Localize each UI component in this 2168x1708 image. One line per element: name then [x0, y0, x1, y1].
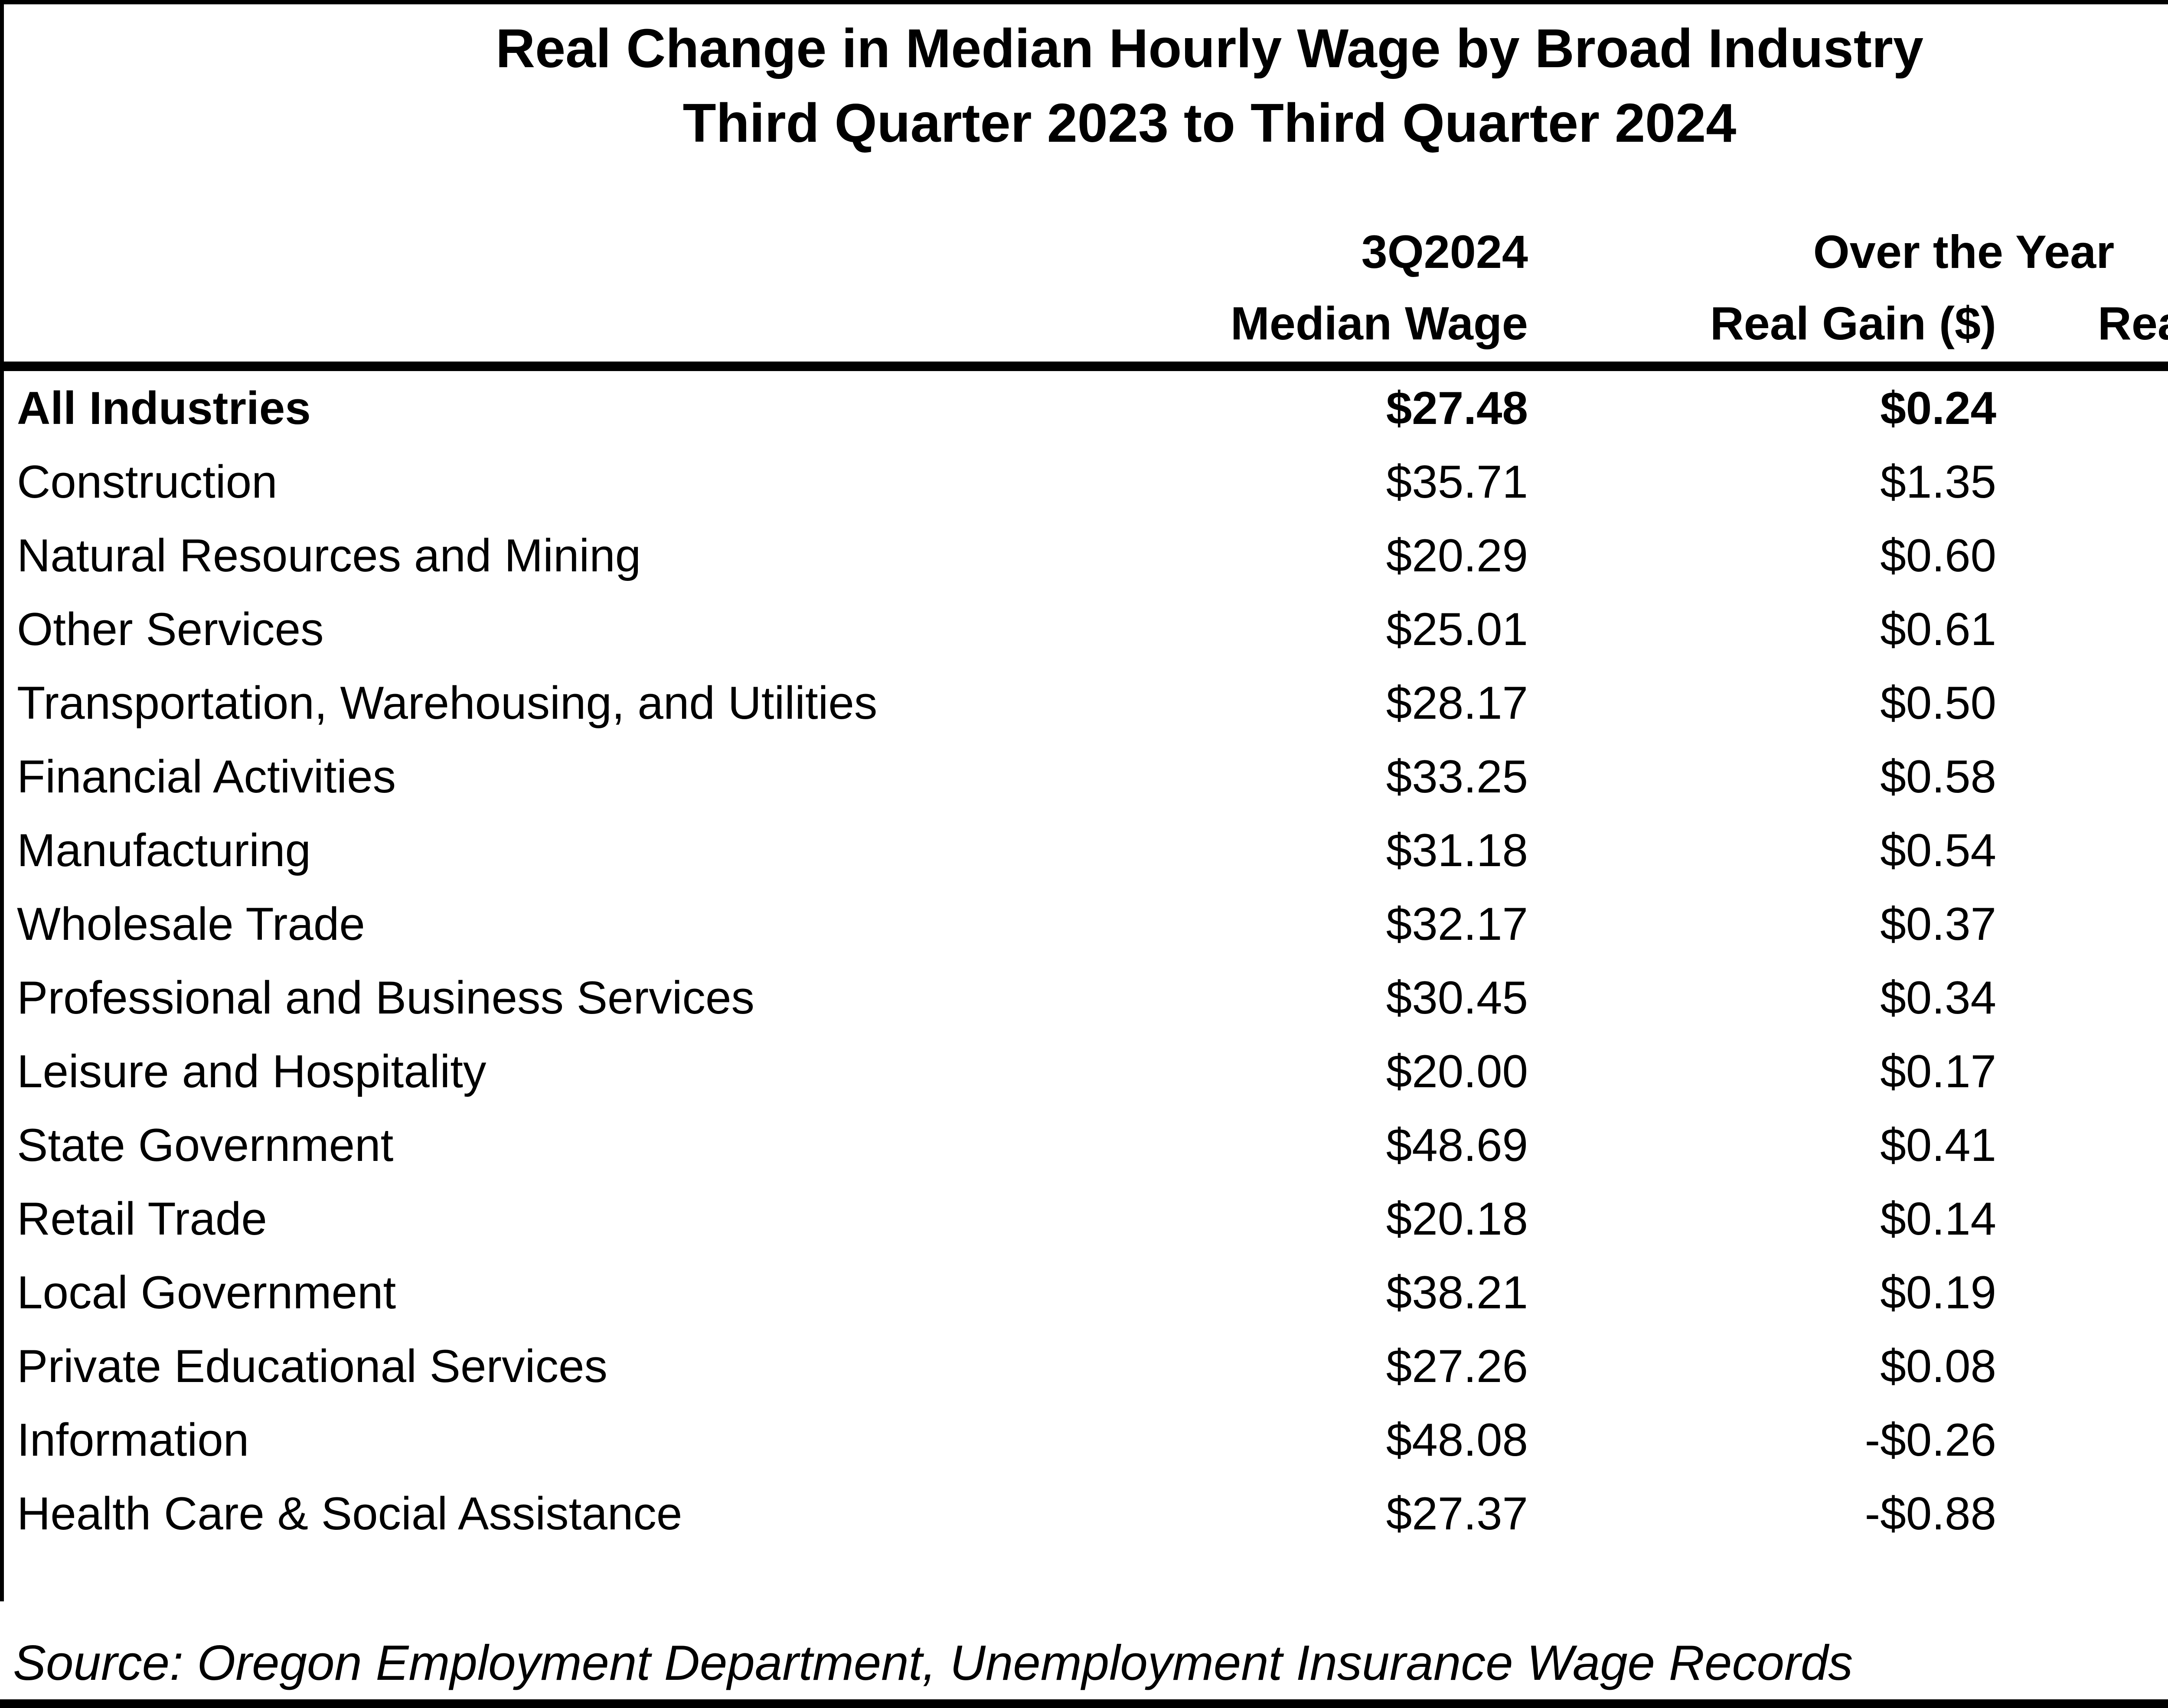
- header-underline: [4, 362, 2168, 371]
- real-gain-dollars-value: $0.58: [1880, 750, 1996, 802]
- industry-label: Transportation, Warehousing, and Utiliti…: [17, 677, 878, 729]
- real-gain-dollars-value: -$0.26: [1864, 1414, 1996, 1466]
- table-row: All Industries $27.48 $0.24 0.9%: [4, 371, 2168, 445]
- industry-label: Information: [17, 1414, 249, 1466]
- industry-label: Local Government: [17, 1266, 396, 1318]
- header-group-row: 3Q2024 Over the Year: [4, 216, 2168, 287]
- median-wage-value: $20.00: [1386, 1045, 1528, 1097]
- real-gain-percent-value: 0.9%: [1996, 371, 2168, 445]
- industry-label: Construction: [17, 456, 278, 508]
- source-note: Source: Oregon Employment Department, Un…: [13, 1636, 1853, 1691]
- real-gain-percent-value: 1.8%: [1996, 666, 2168, 740]
- title-line-2: Third Quarter 2023 to Third Quarter 2024: [682, 92, 1737, 153]
- industry-label: Natural Resources and Mining: [17, 529, 641, 581]
- industry-label: Financial Activities: [17, 750, 396, 802]
- real-gain-percent-value: 0.9%: [1996, 1034, 2168, 1108]
- real-gain-dollars-value: $0.60: [1880, 529, 1996, 581]
- title-line-1: Real Change in Median Hourly Wage by Bro…: [496, 18, 1923, 79]
- real-gain-percent-value: 1.2%: [1996, 887, 2168, 961]
- industry-label: Professional and Business Services: [17, 971, 754, 1023]
- header-real-gain-percent: Real Gain (%): [2097, 297, 2168, 349]
- real-gain-dollars-value: $1.35: [1880, 456, 1996, 508]
- real-gain-percent-value: 0.8%: [1996, 1108, 2168, 1182]
- real-gain-percent-value: 1.8%: [1996, 740, 2168, 813]
- table-row: Construction $35.71 $1.35 3.9%: [4, 445, 2168, 518]
- median-wage-value: $38.21: [1386, 1266, 1528, 1318]
- table-row: State Government $48.69 $0.41 0.8%: [4, 1108, 2168, 1182]
- real-gain-percent-value: -3.1%: [1996, 1477, 2168, 1550]
- real-gain-percent-value: 1.8%: [1996, 813, 2168, 887]
- real-gain-dollars-value: $0.24: [1880, 382, 1996, 434]
- real-gain-dollars-value: $0.19: [1880, 1266, 1996, 1318]
- header-columns-row: Median Wage Real Gain ($) Real Gain (%): [4, 287, 2168, 359]
- table-header: 3Q2024 Over the Year Median Wage Real Ga…: [4, 216, 2168, 371]
- table-row: Natural Resources and Mining $20.29 $0.6…: [4, 518, 2168, 592]
- real-gain-dollars-value: $0.41: [1880, 1119, 1996, 1171]
- table-rows: All Industries $27.48 $0.24 0.9% Constru…: [4, 371, 2168, 1550]
- table-row: Leisure and Hospitality $20.00 $0.17 0.9…: [4, 1034, 2168, 1108]
- median-wage-value: $25.01: [1386, 603, 1528, 655]
- median-wage-value: $20.18: [1386, 1193, 1528, 1245]
- industry-label: Health Care & Social Assistance: [17, 1487, 682, 1539]
- table-row: Retail Trade $20.18 $0.14 0.7%: [4, 1182, 2168, 1255]
- median-wage-value: $33.25: [1386, 750, 1528, 802]
- table-row: Financial Activities $33.25 $0.58 1.8%: [4, 740, 2168, 813]
- table-row: Professional and Business Services $30.4…: [4, 961, 2168, 1034]
- real-gain-dollars-value: $0.34: [1880, 971, 1996, 1023]
- median-wage-value: $27.48: [1386, 382, 1528, 434]
- header-gains-group: Over the Year: [1813, 225, 2115, 278]
- median-wage-value: $27.26: [1386, 1340, 1528, 1392]
- header-wage-group: 3Q2024: [1361, 225, 1528, 278]
- real-gain-dollars-value: $0.61: [1880, 603, 1996, 655]
- industry-label: Manufacturing: [17, 824, 311, 876]
- industry-label: State Government: [17, 1119, 394, 1171]
- real-gain-percent-value: 3.9%: [1996, 445, 2168, 518]
- real-gain-percent-value: 0.3%: [1996, 1329, 2168, 1403]
- real-gain-percent-value: 1.1%: [1996, 961, 2168, 1034]
- real-gain-dollars-value: $0.37: [1880, 898, 1996, 950]
- industry-label: Private Educational Services: [17, 1340, 607, 1392]
- real-gain-percent-value: -0.5%: [1996, 1403, 2168, 1477]
- real-gain-dollars-value: -$0.88: [1864, 1487, 1996, 1539]
- real-gain-percent-value: 0.5%: [1996, 1255, 2168, 1329]
- median-wage-value: $31.18: [1386, 824, 1528, 876]
- table-box: Real Change in Median Hourly Wage by Bro…: [0, 0, 2168, 1601]
- median-wage-value: $48.08: [1386, 1414, 1528, 1466]
- bottom-border-bar: [0, 1699, 2168, 1708]
- median-wage-value: $32.17: [1386, 898, 1528, 950]
- real-gain-percent-value: 2.5%: [1996, 592, 2168, 666]
- figure-title: Real Change in Median Hourly Wage by Bro…: [4, 4, 2168, 160]
- table-row: Wholesale Trade $32.17 $0.37 1.2%: [4, 887, 2168, 961]
- table-row: Information $48.08 -$0.26 -0.5%: [4, 1403, 2168, 1477]
- table-row: Transportation, Warehousing, and Utiliti…: [4, 666, 2168, 740]
- real-gain-percent-value: 3.0%: [1996, 518, 2168, 592]
- industry-label: Retail Trade: [17, 1193, 267, 1245]
- median-wage-value: $48.69: [1386, 1119, 1528, 1171]
- median-wage-value: $28.17: [1386, 677, 1528, 729]
- median-wage-value: $27.37: [1386, 1487, 1528, 1539]
- real-gain-percent-value: 0.7%: [1996, 1182, 2168, 1255]
- industry-label: Wholesale Trade: [17, 898, 365, 950]
- real-gain-dollars-value: $0.54: [1880, 824, 1996, 876]
- table-row: Manufacturing $31.18 $0.54 1.8%: [4, 813, 2168, 887]
- industry-label: Leisure and Hospitality: [17, 1045, 486, 1097]
- real-gain-dollars-value: $0.14: [1880, 1193, 1996, 1245]
- median-wage-value: $35.71: [1386, 456, 1528, 508]
- table-row: Other Services $25.01 $0.61 2.5%: [4, 592, 2168, 666]
- real-gain-dollars-value: $0.50: [1880, 677, 1996, 729]
- header-real-gain-dollars: Real Gain ($): [1710, 297, 1996, 349]
- table-row: Health Care & Social Assistance $27.37 -…: [4, 1477, 2168, 1550]
- real-gain-dollars-value: $0.17: [1880, 1045, 1996, 1097]
- table-row: Private Educational Services $27.26 $0.0…: [4, 1329, 2168, 1403]
- median-wage-value: $30.45: [1386, 971, 1528, 1023]
- industry-label: All Industries: [17, 382, 311, 434]
- real-gain-dollars-value: $0.08: [1880, 1340, 1996, 1392]
- spacer: [0, 1601, 2168, 1635]
- header-median-wage: Median Wage: [1230, 297, 1528, 349]
- table-row: Local Government $38.21 $0.19 0.5%: [4, 1255, 2168, 1329]
- industry-label: Other Services: [17, 603, 324, 655]
- median-wage-value: $20.29: [1386, 529, 1528, 581]
